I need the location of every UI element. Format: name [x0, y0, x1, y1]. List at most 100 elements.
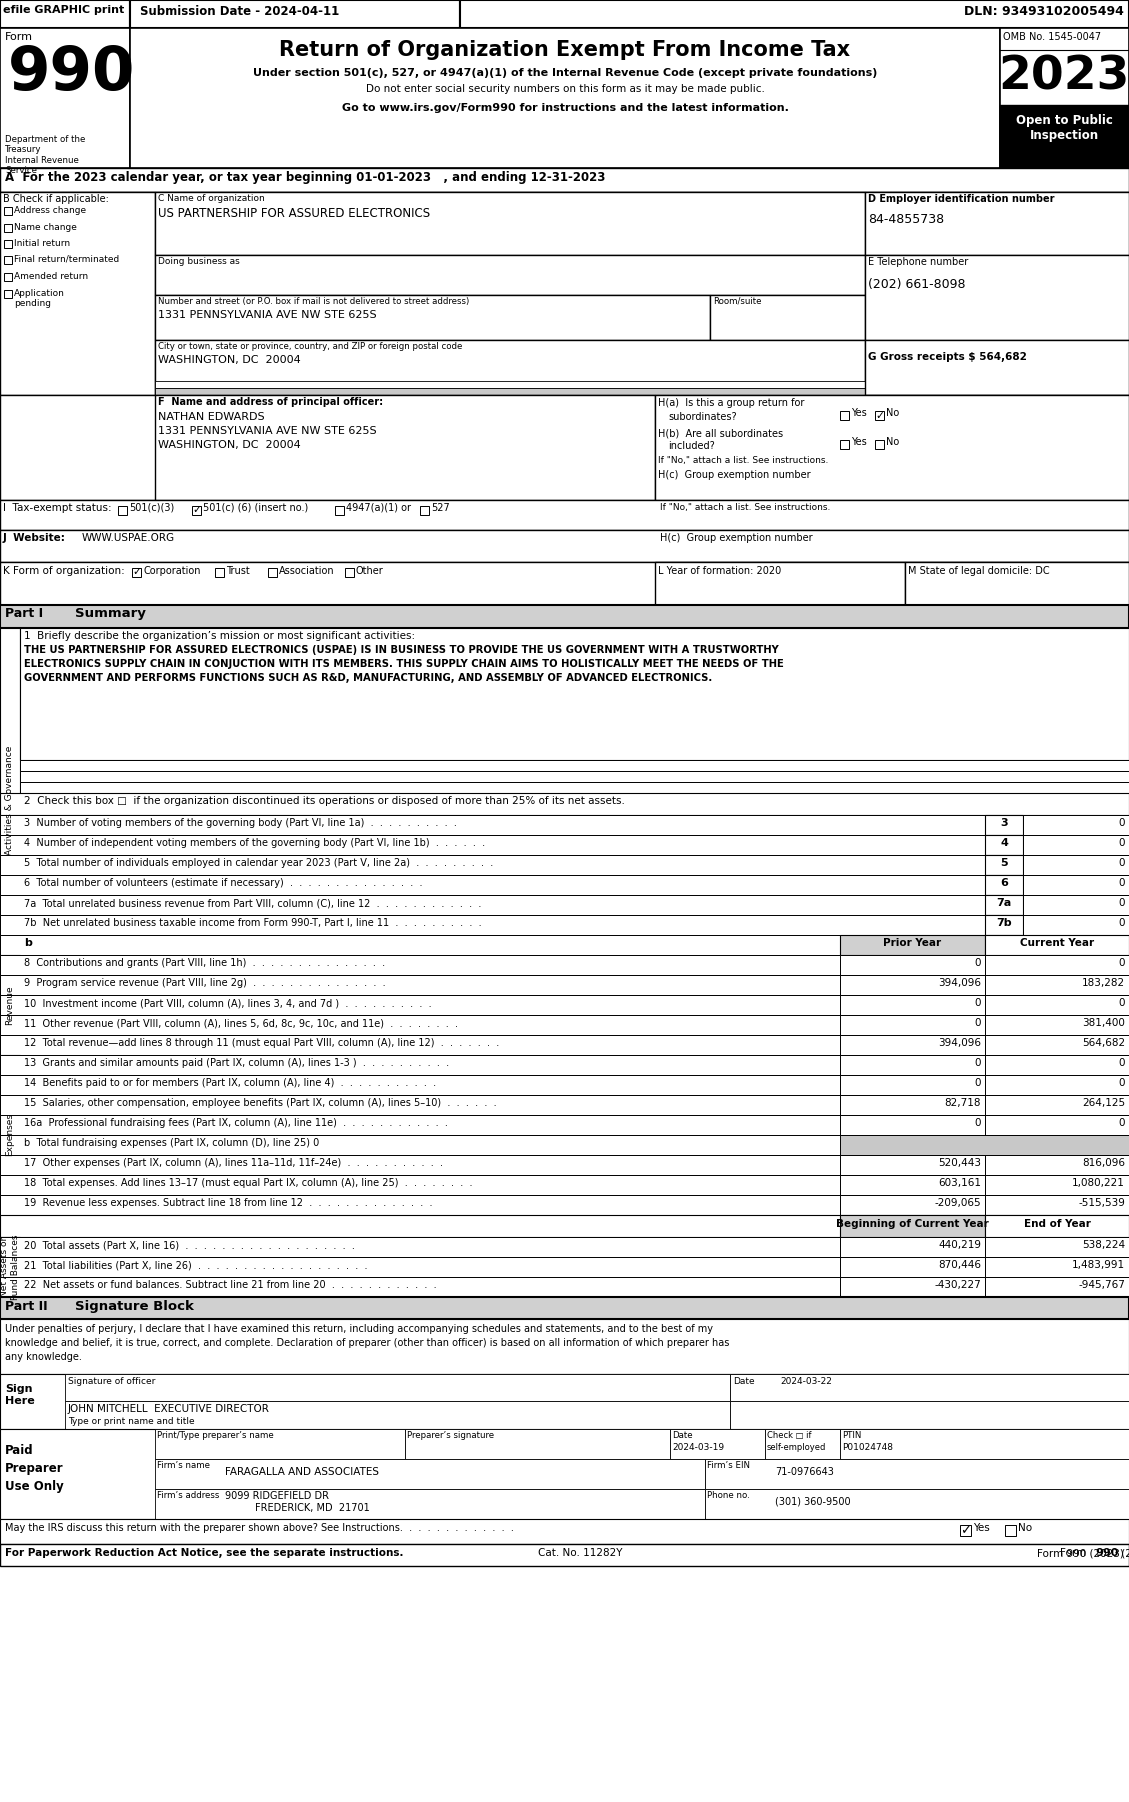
Bar [0, 1373, 1129, 1429]
Bar [155, 1488, 704, 1519]
Bar [20, 771, 1129, 782]
Bar [840, 1155, 984, 1175]
Text: FREDERICK, MD  21701: FREDERICK, MD 21701 [255, 1503, 370, 1514]
Text: 0: 0 [974, 959, 981, 968]
Text: Type or print name and title: Type or print name and title [68, 1416, 194, 1425]
Text: 0: 0 [1119, 917, 1124, 928]
Text: Date: Date [733, 1377, 754, 1386]
Bar [0, 0, 130, 29]
Bar [0, 530, 1129, 562]
Bar [119, 506, 126, 515]
Bar [984, 896, 1023, 915]
Text: 8  Contributions and grants (Part VIII, line 1h)  .  .  .  .  .  .  .  .  .  .  : 8 Contributions and grants (Part VIII, l… [24, 959, 385, 968]
Text: If "No," attach a list. See instructions.: If "No," attach a list. See instructions… [660, 503, 830, 512]
Bar [0, 168, 1129, 193]
Bar [155, 380, 865, 387]
Bar [5, 272, 12, 281]
Bar [0, 29, 1129, 168]
Text: 16a  Professional fundraising fees (Part IX, column (A), line 11e)  .  .  .  .  : 16a Professional fundraising fees (Part … [24, 1117, 448, 1128]
Bar [984, 854, 1023, 876]
Text: 0: 0 [1119, 1078, 1124, 1088]
Text: 9  Program service revenue (Part VIII, line 2g)  .  .  .  .  .  .  .  .  .  .  .: 9 Program service revenue (Part VIII, li… [24, 978, 386, 987]
Text: 6: 6 [1000, 878, 1008, 888]
Text: Beginning of Current Year: Beginning of Current Year [837, 1218, 989, 1229]
Bar [865, 193, 1129, 256]
Text: ELECTRONICS SUPPLY CHAIN IN CONJUCTION WITH ITS MEMBERS. THIS SUPPLY CHAIN AIMS : ELECTRONICS SUPPLY CHAIN IN CONJUCTION W… [24, 660, 784, 669]
Text: Preparer: Preparer [5, 1461, 63, 1476]
Bar [0, 1096, 1129, 1115]
Text: Return of Organization Exempt From Income Tax: Return of Organization Exempt From Incom… [280, 40, 850, 59]
Bar [984, 1278, 1129, 1297]
Bar [155, 387, 865, 395]
Text: Department of the
Treasury
Internal Revenue
Service: Department of the Treasury Internal Reve… [5, 135, 86, 175]
Text: 816,096: 816,096 [1082, 1159, 1124, 1168]
Bar [840, 975, 984, 995]
Text: 0: 0 [974, 1058, 981, 1069]
Text: self-employed: self-employed [767, 1443, 826, 1452]
Text: E Telephone number: E Telephone number [868, 258, 969, 267]
Bar [0, 562, 1129, 605]
Text: Corporation: Corporation [143, 566, 201, 577]
Text: 0: 0 [1119, 897, 1124, 908]
Text: 2024-03-22: 2024-03-22 [780, 1377, 832, 1386]
Bar [984, 1215, 1129, 1236]
Bar [840, 1076, 984, 1096]
Text: Final return/terminated: Final return/terminated [14, 256, 120, 265]
Bar [1000, 29, 1129, 168]
Text: 0: 0 [1119, 1058, 1124, 1069]
Bar [984, 935, 1129, 955]
Bar [984, 1096, 1129, 1115]
Bar [0, 896, 1129, 915]
Text: Doing business as: Doing business as [158, 258, 239, 267]
Bar [1023, 815, 1129, 834]
Text: 1,483,991: 1,483,991 [1071, 1260, 1124, 1270]
Text: 5  Total number of individuals employed in calendar year 2023 (Part V, line 2a) : 5 Total number of individuals employed i… [24, 858, 493, 869]
Bar [669, 1429, 765, 1460]
Text: Application
pending: Application pending [14, 288, 64, 308]
Text: 20  Total assets (Part X, line 16)  .  .  .  .  .  .  .  .  .  .  .  .  .  .  . : 20 Total assets (Part X, line 16) . . . … [24, 1240, 355, 1251]
Text: 19  Revenue less expenses. Subtract line 18 from line 12  .  .  .  .  .  .  .  .: 19 Revenue less expenses. Subtract line … [24, 1198, 432, 1207]
Text: Cat. No. 11282Y: Cat. No. 11282Y [537, 1548, 622, 1559]
Bar [730, 1400, 1129, 1429]
Text: 82,718: 82,718 [945, 1097, 981, 1108]
Bar [0, 1175, 1129, 1195]
Text: End of Year: End of Year [1024, 1218, 1091, 1229]
Bar [0, 193, 155, 395]
Text: 0: 0 [1119, 818, 1124, 827]
Bar [840, 1096, 984, 1115]
Bar [984, 1076, 1129, 1096]
Bar [420, 506, 429, 515]
Text: 5: 5 [1000, 858, 1008, 869]
Text: 4  Number of independent voting members of the governing body (Part VI, line 1b): 4 Number of independent voting members o… [24, 838, 485, 849]
Bar [405, 1429, 669, 1460]
Text: WASHINGTON, DC  20004: WASHINGTON, DC 20004 [158, 440, 300, 450]
Text: 1331 PENNSYLVANIA AVE NW STE 625S: 1331 PENNSYLVANIA AVE NW STE 625S [158, 310, 377, 321]
Text: F  Name and address of principal officer:: F Name and address of principal officer: [158, 396, 383, 407]
Text: I  Tax-exempt status:: I Tax-exempt status: [3, 503, 112, 514]
Bar [5, 223, 12, 232]
Bar [1005, 1524, 1016, 1535]
Bar [0, 1278, 1129, 1297]
Bar [840, 1258, 984, 1278]
Text: WASHINGTON, DC  20004: WASHINGTON, DC 20004 [158, 355, 300, 366]
Text: ✓: ✓ [875, 411, 884, 420]
Bar [984, 1175, 1129, 1195]
Text: -430,227: -430,227 [935, 1279, 981, 1290]
Text: 0: 0 [1119, 1117, 1124, 1128]
Bar [984, 995, 1129, 1015]
Bar [840, 935, 984, 955]
Text: 990: 990 [8, 43, 135, 103]
Text: Sign
Here: Sign Here [5, 1384, 35, 1406]
Text: Form: Form [5, 32, 33, 41]
Text: (202) 661-8098: (202) 661-8098 [868, 278, 965, 290]
Text: Current Year: Current Year [1019, 939, 1094, 948]
Bar [0, 1319, 1129, 1373]
Text: J  Website:: J Website: [3, 533, 65, 542]
Text: L Year of formation: 2020: L Year of formation: 2020 [658, 566, 781, 577]
Bar [984, 975, 1129, 995]
Text: Activities & Governance: Activities & Governance [6, 746, 15, 854]
Bar [0, 1429, 1129, 1519]
Bar [0, 854, 1129, 876]
Bar [960, 1524, 971, 1535]
Bar [840, 1195, 984, 1215]
